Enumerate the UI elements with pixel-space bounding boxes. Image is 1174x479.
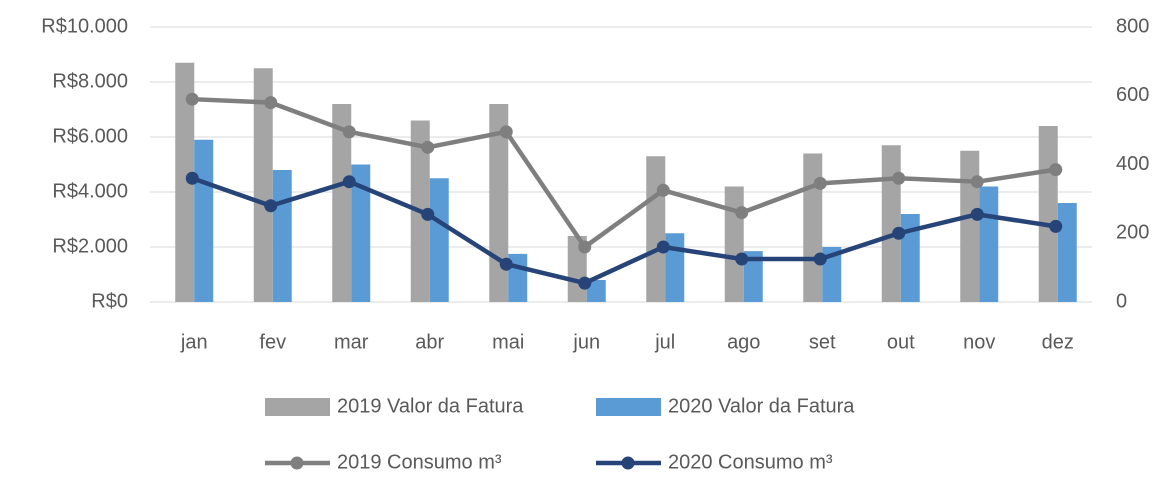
marker [735, 252, 749, 266]
x-tick-label: ago [727, 331, 760, 353]
x-tick-label: dez [1042, 331, 1074, 353]
bar [1038, 126, 1058, 302]
marker [970, 175, 984, 189]
y-tick-label: R$6.000 [52, 125, 128, 147]
marker [264, 96, 278, 110]
marker [264, 199, 278, 213]
marker [421, 207, 435, 221]
bar [272, 170, 292, 302]
marker [813, 252, 827, 266]
bar [900, 214, 920, 302]
y2-tick-label: 0 [1116, 290, 1127, 312]
y2-tick-label: 600 [1116, 84, 1149, 106]
bar [489, 104, 509, 302]
marker [578, 240, 592, 254]
marker [499, 257, 513, 271]
bar [743, 251, 763, 302]
marker [1049, 219, 1063, 233]
legend-label: 2020 Consumo m³ [668, 451, 833, 473]
bar [586, 280, 606, 302]
x-tick-label: mai [492, 331, 524, 353]
marker [342, 175, 356, 189]
y2-tick-label: 400 [1116, 153, 1149, 175]
marker [421, 140, 435, 154]
legend-swatch [596, 398, 661, 416]
bar [194, 139, 214, 302]
x-tick-label: jan [180, 331, 208, 353]
y-tick-label: R$8.000 [52, 70, 128, 92]
bar [429, 178, 449, 302]
bar [803, 153, 823, 302]
marker [970, 207, 984, 221]
x-tick-label: abr [415, 331, 444, 353]
x-tick-label: set [809, 331, 836, 353]
legend-label: 2020 Valor da Fatura [668, 395, 855, 417]
y-tick-label: R$10.000 [41, 15, 128, 37]
marker [185, 171, 199, 185]
marker [578, 276, 592, 290]
y-tick-label: R$4.000 [52, 180, 128, 202]
legend-marker [290, 456, 304, 470]
bar [351, 164, 371, 302]
marker [892, 226, 906, 240]
line [192, 96, 1057, 250]
y2-tick-label: 800 [1116, 15, 1149, 37]
marker [1049, 163, 1063, 177]
x-tick-label: nov [963, 331, 995, 353]
x-tick-label: jul [654, 331, 675, 353]
legend-label: 2019 Valor da Fatura [337, 395, 524, 417]
legend-label: 2019 Consumo m³ [337, 451, 502, 473]
marker [656, 240, 670, 254]
x-tick-label: mar [334, 331, 369, 353]
legend-marker [621, 456, 635, 470]
bar [960, 150, 980, 302]
marker [185, 92, 199, 106]
bar [724, 186, 744, 302]
x-tick-label: out [887, 331, 915, 353]
bar [822, 247, 842, 302]
marker [735, 206, 749, 220]
y2-tick-label: 200 [1116, 222, 1149, 244]
bar [253, 68, 273, 302]
y-tick-label: R$2.000 [52, 235, 128, 257]
marker [499, 125, 513, 139]
marker [813, 176, 827, 190]
y-tick-label: R$0 [91, 290, 128, 312]
line [191, 176, 1057, 286]
x-tick-label: jun [572, 331, 600, 353]
bar [175, 62, 195, 302]
bar [646, 156, 666, 302]
bar [332, 104, 352, 302]
bar [1057, 203, 1077, 302]
x-tick-label: fev [259, 331, 286, 353]
legend-swatch [265, 398, 330, 416]
marker [656, 183, 670, 197]
bar [979, 186, 999, 302]
marker [892, 171, 906, 185]
bar [881, 145, 901, 302]
marker [342, 125, 356, 139]
